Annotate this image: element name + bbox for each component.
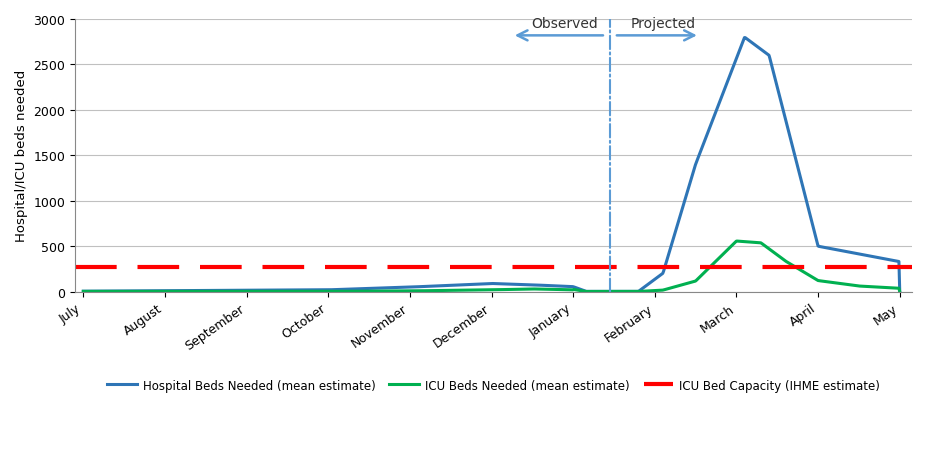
- Hospital Beds Needed (mean estimate): [408, 285, 419, 290]
- Hospital Beds Needed (mean estimate): [894, 289, 905, 295]
- ICU Bed Capacity (IHME estimate): [160, 265, 171, 270]
- Y-axis label: Hospital/ICU beds needed: Hospital/ICU beds needed: [15, 70, 28, 242]
- Hospital Beds Needed (mean estimate): [714, 99, 726, 105]
- ICU Beds Needed (mean estimate): [732, 239, 743, 245]
- Line: ICU Beds Needed (mean estimate): ICU Beds Needed (mean estimate): [84, 242, 900, 292]
- Legend: Hospital Beds Needed (mean estimate), ICU Beds Needed (mean estimate), ICU Bed C: Hospital Beds Needed (mean estimate), IC…: [103, 374, 884, 397]
- ICU Beds Needed (mean estimate): [78, 289, 89, 295]
- Hospital Beds Needed (mean estimate): [739, 36, 750, 41]
- ICU Beds Needed (mean estimate): [714, 255, 726, 260]
- ICU Beds Needed (mean estimate): [408, 288, 419, 294]
- ICU Beds Needed (mean estimate): [437, 288, 448, 294]
- Text: Projected: Projected: [631, 17, 695, 31]
- Hospital Beds Needed (mean estimate): [78, 289, 89, 295]
- ICU Beds Needed (mean estimate): [729, 240, 740, 246]
- Hospital Beds Needed (mean estimate): [161, 288, 172, 294]
- Hospital Beds Needed (mean estimate): [729, 61, 740, 67]
- ICU Beds Needed (mean estimate): [161, 289, 172, 295]
- Line: Hospital Beds Needed (mean estimate): Hospital Beds Needed (mean estimate): [84, 39, 900, 292]
- Text: Observed: Observed: [532, 17, 598, 31]
- Hospital Beds Needed (mean estimate): [638, 285, 650, 290]
- ICU Beds Needed (mean estimate): [638, 289, 650, 295]
- ICU Bed Capacity (IHME estimate): [78, 265, 89, 270]
- ICU Beds Needed (mean estimate): [894, 289, 905, 295]
- Hospital Beds Needed (mean estimate): [437, 283, 448, 289]
